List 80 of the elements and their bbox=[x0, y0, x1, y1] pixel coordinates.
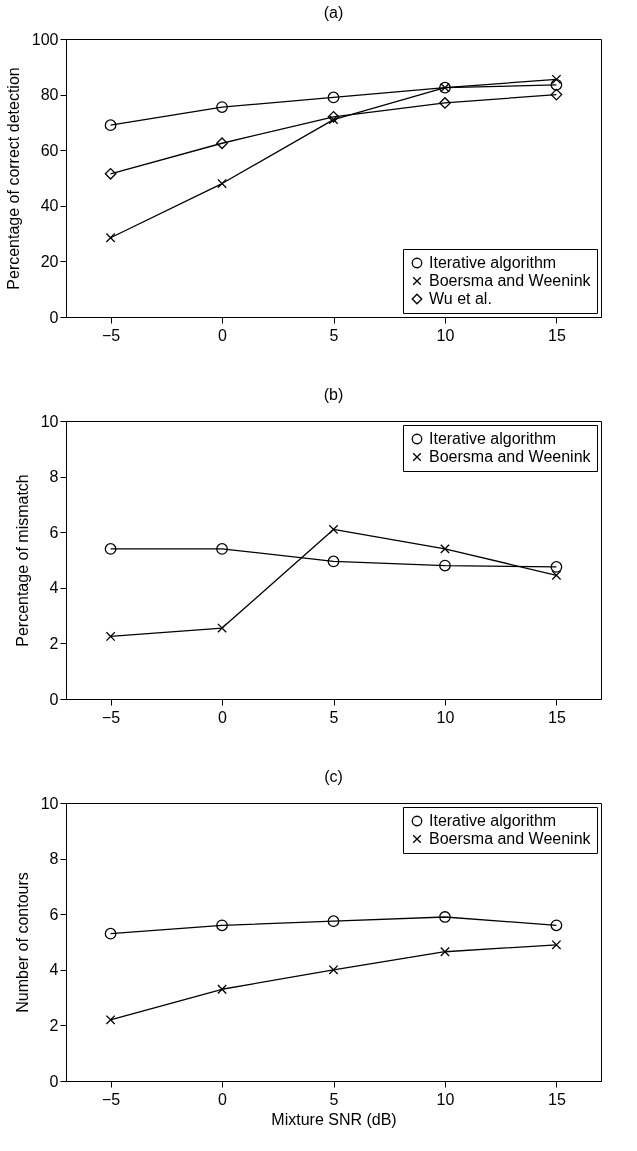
chart-title: (a) bbox=[323, 4, 344, 21]
point bbox=[216, 137, 228, 150]
point bbox=[104, 167, 117, 180]
y-tick-label: 4 bbox=[49, 579, 59, 597]
point bbox=[216, 101, 228, 113]
point bbox=[551, 74, 562, 85]
legend-label: Boersma and Weenink bbox=[429, 830, 592, 847]
legend-label: Iterative algorithm bbox=[429, 812, 557, 829]
point bbox=[104, 927, 117, 940]
y-tick-label: 10 bbox=[40, 412, 59, 430]
y-tick-label: 20 bbox=[40, 252, 59, 270]
y-tick-label: 40 bbox=[40, 197, 59, 215]
x-tick-label: 5 bbox=[329, 326, 339, 344]
y-axis-title: Percentage of mismatch bbox=[13, 474, 31, 647]
point bbox=[550, 561, 563, 573]
point bbox=[328, 964, 339, 975]
point bbox=[327, 91, 340, 104]
point bbox=[551, 939, 562, 950]
chart-title: (c) bbox=[324, 768, 343, 785]
x-tick-label: 0 bbox=[218, 326, 228, 344]
x-tick-label: 0 bbox=[218, 1090, 228, 1108]
y-tick-label: 100 bbox=[31, 30, 59, 48]
y-tick-label: 8 bbox=[49, 850, 59, 868]
y-tick-label: 60 bbox=[40, 141, 59, 159]
x-tick-label: 15 bbox=[548, 708, 566, 726]
point bbox=[439, 97, 451, 109]
text: Iterative algorithm bbox=[429, 430, 557, 447]
point bbox=[439, 911, 451, 923]
y-tick-label: 6 bbox=[49, 905, 59, 923]
legend-label: Boersma and Weenink bbox=[429, 272, 592, 289]
point bbox=[550, 88, 563, 101]
point bbox=[216, 919, 228, 932]
x-tick-label: 0 bbox=[218, 708, 228, 726]
x-tick-label: −5 bbox=[101, 326, 121, 344]
point bbox=[328, 114, 339, 125]
point bbox=[327, 915, 340, 928]
point bbox=[327, 110, 340, 123]
x-tick-label: 10 bbox=[436, 708, 455, 726]
legend-label: Boersma and Weenink bbox=[429, 448, 592, 465]
y-axis-title: Number of contours bbox=[13, 872, 31, 1013]
y-tick-label: 0 bbox=[49, 308, 59, 326]
point bbox=[550, 919, 563, 932]
x-tick-label: −5 bbox=[101, 1090, 121, 1108]
chart-title: (b) bbox=[323, 386, 344, 403]
x-tick-label: 15 bbox=[548, 1090, 566, 1108]
legend-label: Wu et al. bbox=[429, 290, 492, 307]
point bbox=[551, 570, 562, 581]
x-tick-label: 10 bbox=[436, 326, 455, 344]
y-tick-label: 2 bbox=[49, 634, 59, 652]
point bbox=[105, 232, 116, 243]
point bbox=[327, 555, 340, 568]
x-tick-label: 10 bbox=[436, 1090, 455, 1108]
x-axis-title: Mixture SNR (dB) bbox=[271, 1110, 397, 1128]
point bbox=[439, 559, 451, 572]
y-tick-label: 6 bbox=[49, 523, 59, 541]
point bbox=[328, 524, 339, 535]
x-tick-label: 5 bbox=[329, 708, 339, 726]
point bbox=[217, 178, 227, 189]
x-tick-label: 15 bbox=[548, 326, 566, 344]
point bbox=[440, 544, 450, 554]
legend-label: Iterative algorithm bbox=[429, 254, 557, 271]
y-tick-label: 2 bbox=[49, 1016, 59, 1034]
point bbox=[217, 984, 227, 995]
x-tick-label: −5 bbox=[101, 708, 121, 726]
point bbox=[104, 119, 117, 132]
y-tick-label: 10 bbox=[40, 794, 59, 812]
point bbox=[216, 543, 228, 555]
y-tick-label: 0 bbox=[49, 1072, 59, 1090]
point bbox=[217, 623, 227, 633]
y-axis-title: Percentage of correct detection bbox=[4, 67, 22, 290]
point bbox=[105, 1014, 116, 1025]
point bbox=[104, 543, 117, 555]
y-tick-label: 0 bbox=[49, 690, 59, 708]
x-tick-label: 5 bbox=[329, 1090, 339, 1108]
point bbox=[105, 631, 116, 642]
point bbox=[550, 78, 563, 91]
y-tick-label: 80 bbox=[40, 86, 59, 104]
point bbox=[440, 946, 450, 957]
y-tick-label: 4 bbox=[49, 961, 59, 979]
y-tick-label: 8 bbox=[49, 468, 59, 486]
